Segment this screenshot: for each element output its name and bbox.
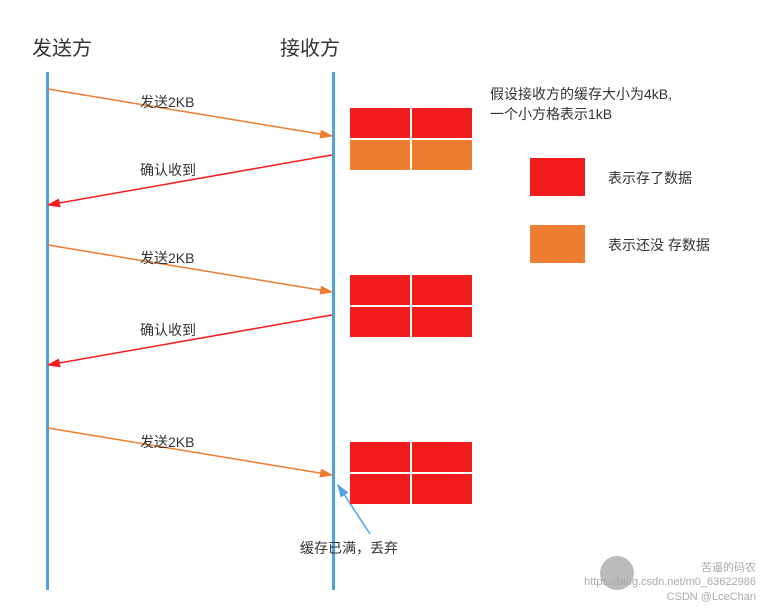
buffer-cell [350, 275, 410, 305]
buffer-cell [412, 474, 472, 504]
buffer-cell [350, 442, 410, 472]
buffer-cell [350, 108, 410, 138]
legend-empty-label: 表示还没 存数据 [608, 235, 710, 255]
assumption-note: 假设接收方的缓存大小为4kB, 一个小方格表示1kB [490, 85, 672, 124]
msg-label: 发送2KB [140, 92, 194, 112]
msg-label: 发送2KB [140, 248, 194, 268]
watermark-line1: 苦逼的码农 [701, 562, 756, 574]
msg-label: 确认收到 [140, 320, 196, 340]
sender-title: 发送方 [32, 32, 92, 61]
buffer-cell [412, 140, 472, 170]
buffer-grid [350, 442, 472, 504]
discard-label: 缓存已满，丢弃 [300, 538, 398, 558]
buffer-cell [412, 108, 472, 138]
msg-label: 确认收到 [140, 160, 196, 180]
watermark-line3: CSDN @LceChan [667, 591, 756, 603]
legend-stored-box [530, 158, 585, 196]
buffer-grid [350, 108, 472, 170]
buffer-cell [412, 307, 472, 337]
buffer-cell [412, 442, 472, 472]
buffer-cell [350, 307, 410, 337]
buffer-cell [350, 474, 410, 504]
note-line2: 一个小方格表示1kB [490, 106, 612, 122]
buffer-grid [350, 275, 472, 337]
msg-label: 发送2KB [140, 432, 194, 452]
legend-empty-box [530, 225, 585, 263]
buffer-cell [350, 140, 410, 170]
legend-stored-label: 表示存了数据 [608, 168, 692, 188]
watermark: 苦逼的码农 https://blog.csdn.net/m0_63622986 … [584, 561, 756, 604]
receiver-lifeline [332, 72, 335, 590]
sender-lifeline [46, 72, 49, 590]
receiver-title: 接收方 [280, 32, 340, 61]
watermark-line2: https://blog.csdn.net/m0_63622986 [584, 576, 756, 588]
buffer-cell [412, 275, 472, 305]
note-line1: 假设接收方的缓存大小为4kB, [490, 86, 672, 102]
